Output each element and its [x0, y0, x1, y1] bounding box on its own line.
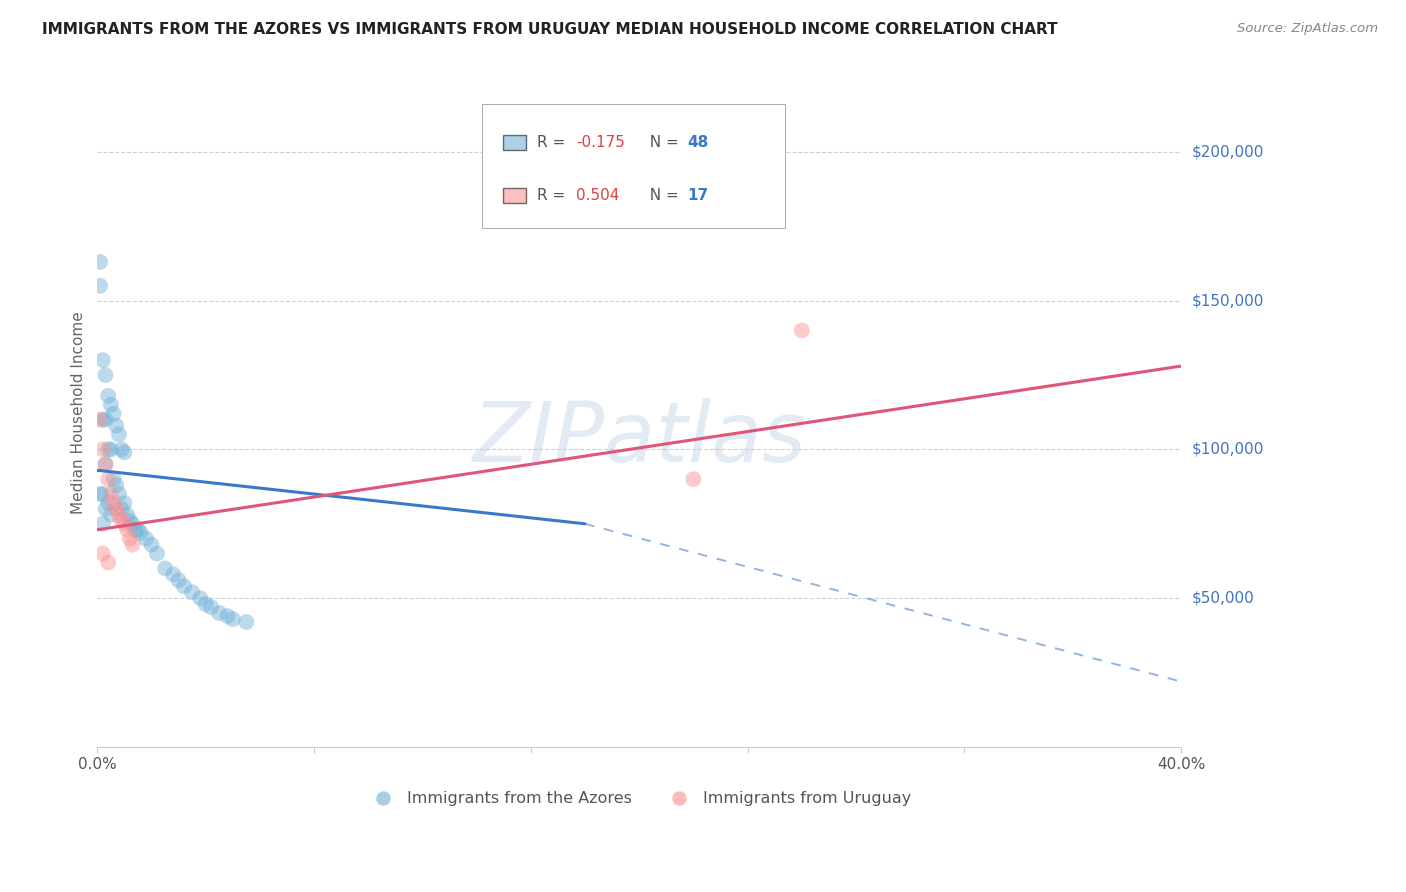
Text: 0.504: 0.504	[576, 188, 620, 203]
FancyBboxPatch shape	[502, 136, 526, 150]
Point	[94, 368, 117, 382]
Point	[200, 600, 222, 615]
Point	[146, 547, 169, 561]
Point	[115, 508, 138, 522]
Point	[114, 496, 136, 510]
FancyBboxPatch shape	[502, 188, 526, 202]
Point	[111, 502, 134, 516]
Point	[91, 547, 114, 561]
Text: Source: ZipAtlas.com: Source: ZipAtlas.com	[1237, 22, 1378, 36]
Point	[103, 407, 125, 421]
Text: $150,000: $150,000	[1192, 293, 1264, 308]
Point	[97, 442, 120, 457]
Point	[91, 442, 114, 457]
Text: R =: R =	[537, 136, 571, 150]
Point	[91, 412, 114, 426]
Text: IMMIGRANTS FROM THE AZORES VS IMMIGRANTS FROM URUGUAY MEDIAN HOUSEHOLD INCOME CO: IMMIGRANTS FROM THE AZORES VS IMMIGRANTS…	[42, 22, 1057, 37]
Point	[114, 516, 136, 531]
Point	[89, 278, 111, 293]
Point	[97, 472, 120, 486]
Point	[89, 255, 111, 269]
Point	[121, 538, 143, 552]
Point	[217, 609, 239, 624]
Point	[682, 472, 704, 486]
Point	[94, 412, 117, 426]
Point	[108, 487, 131, 501]
Point	[111, 514, 134, 528]
Point	[91, 487, 114, 501]
Point	[111, 442, 134, 457]
Point	[105, 478, 128, 492]
Point	[97, 496, 120, 510]
Point	[115, 523, 138, 537]
Text: 17: 17	[688, 188, 709, 203]
Point	[91, 353, 114, 368]
Point	[100, 398, 122, 412]
Text: $200,000: $200,000	[1192, 145, 1264, 160]
Point	[114, 445, 136, 459]
Point	[135, 532, 157, 546]
Point	[100, 508, 122, 522]
Point	[141, 538, 163, 552]
Point	[105, 502, 128, 516]
Text: -0.175: -0.175	[576, 136, 626, 150]
Point	[94, 458, 117, 472]
Text: ZIPatlas: ZIPatlas	[472, 399, 806, 480]
Point	[108, 427, 131, 442]
Point	[129, 525, 152, 540]
Point	[181, 585, 204, 599]
Point	[118, 514, 141, 528]
Point	[100, 442, 122, 457]
Point	[118, 532, 141, 546]
Text: N =: N =	[640, 188, 683, 203]
Text: R =: R =	[537, 188, 571, 203]
Point	[222, 612, 245, 626]
Point	[97, 556, 120, 570]
Point	[103, 472, 125, 486]
Point	[94, 458, 117, 472]
Point	[94, 502, 117, 516]
Point	[790, 323, 813, 337]
Point	[153, 561, 176, 575]
Point	[127, 523, 149, 537]
FancyBboxPatch shape	[482, 104, 786, 228]
Y-axis label: Median Household Income: Median Household Income	[72, 310, 86, 514]
Point	[89, 487, 111, 501]
Point	[91, 516, 114, 531]
Point	[121, 516, 143, 531]
Point	[194, 597, 217, 611]
Legend: Immigrants from the Azores, Immigrants from Uruguay: Immigrants from the Azores, Immigrants f…	[360, 785, 918, 813]
Point	[173, 579, 195, 593]
Point	[89, 412, 111, 426]
Point	[235, 615, 257, 629]
Point	[100, 487, 122, 501]
Text: N =: N =	[640, 136, 683, 150]
Point	[124, 523, 146, 537]
Point	[167, 574, 190, 588]
Text: 48: 48	[688, 136, 709, 150]
Point	[103, 496, 125, 510]
Point	[108, 508, 131, 522]
Point	[97, 389, 120, 403]
Text: $100,000: $100,000	[1192, 442, 1264, 457]
Point	[105, 418, 128, 433]
Point	[162, 567, 184, 582]
Text: $50,000: $50,000	[1192, 591, 1254, 606]
Point	[208, 606, 231, 620]
Point	[188, 591, 211, 606]
